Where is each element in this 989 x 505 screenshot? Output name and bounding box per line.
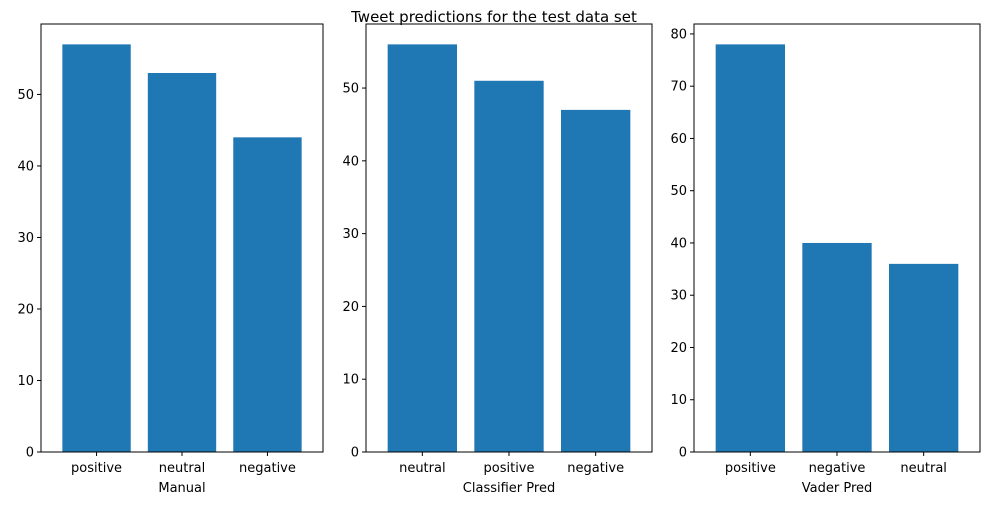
bar-vader-pred-1: [802, 242, 872, 452]
xtick-label-positive: positive: [725, 461, 776, 476]
xtick-label-neutral: neutral: [900, 461, 947, 476]
xtick-label-positive: positive: [71, 461, 122, 476]
ytick-label: 20: [17, 302, 34, 317]
ytick-label: 40: [17, 159, 34, 174]
subplot-manual: 0 10 20 30 40 50 positive neutral negative Manual: [17, 23, 324, 496]
xtick-label-positive: positive: [484, 461, 535, 476]
figure-title: Tweet predictions for the test data set: [350, 8, 637, 26]
ytick-label: 10: [342, 373, 359, 388]
xaxis-label-vader-pred: Vader Pred: [802, 481, 873, 496]
bar-vader-pred-2: [889, 263, 959, 452]
ytick-label: 40: [670, 236, 687, 251]
ytick-label: 70: [670, 80, 687, 95]
xtick-label-negative: negative: [809, 461, 866, 476]
bar-classifier-pred-1: [474, 80, 544, 452]
xaxis-label-classifier-pred: Classifier Pred: [463, 481, 555, 496]
xtick-label-negative: negative: [239, 461, 296, 476]
subplot-classifier-pred: 0 10 20 30 40 50 neutral positive negative Classi…: [342, 23, 653, 496]
ytick-label: 40: [342, 154, 359, 169]
xtick-label-neutral: neutral: [399, 461, 446, 476]
ytick-label: 10: [670, 393, 687, 408]
bar-manual-1: [147, 72, 217, 453]
ytick-label: 80: [670, 27, 687, 42]
ytick-label: 60: [670, 132, 687, 147]
ytick-label: 30: [670, 289, 687, 304]
ytick-label: 30: [342, 227, 359, 242]
ytick-label: 30: [17, 231, 34, 246]
bar-classifier-pred-2: [561, 109, 631, 452]
ytick-label: 50: [670, 184, 687, 199]
bar-vader-pred-0: [715, 44, 785, 452]
xtick-label-neutral: neutral: [159, 461, 206, 476]
ytick-label: 20: [342, 300, 359, 315]
ytick-label: 0: [679, 446, 687, 461]
xtick-label-negative: negative: [567, 461, 624, 476]
bar-manual-0: [62, 44, 131, 452]
subplot-vader-pred: 0 10 20 30 40 50 60 70 80 positive negative neutral…: [670, 23, 981, 496]
xaxis-label-manual: Manual: [158, 481, 205, 496]
ytick-label: 20: [670, 341, 687, 356]
ytick-label: 0: [351, 446, 359, 461]
ytick-label: 0: [26, 446, 34, 461]
ytick-label: 50: [17, 88, 34, 103]
bar-manual-2: [233, 137, 302, 453]
ytick-label: 50: [342, 82, 359, 97]
bar-classifier-pred-0: [387, 44, 457, 452]
ytick-label: 10: [17, 374, 34, 389]
